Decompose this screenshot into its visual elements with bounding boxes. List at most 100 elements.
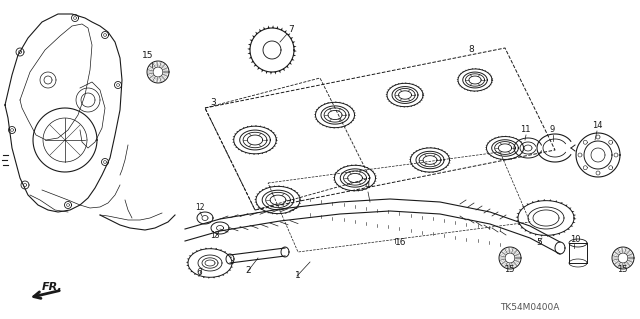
Polygon shape [491,76,492,77]
Polygon shape [365,189,367,190]
Polygon shape [460,73,461,74]
Polygon shape [314,114,316,115]
Polygon shape [232,139,234,140]
Polygon shape [326,126,328,128]
Polygon shape [465,70,467,71]
Polygon shape [264,27,266,30]
Polygon shape [415,150,417,152]
Polygon shape [517,156,518,157]
Polygon shape [573,222,575,223]
Polygon shape [275,135,276,136]
Polygon shape [570,225,573,226]
Polygon shape [543,199,546,201]
Polygon shape [413,105,415,106]
Polygon shape [507,159,509,160]
Polygon shape [236,131,239,132]
Polygon shape [492,78,493,79]
Polygon shape [224,251,226,253]
Polygon shape [270,130,272,131]
Polygon shape [299,203,301,204]
Text: 2: 2 [245,266,251,275]
Polygon shape [395,84,396,85]
Polygon shape [522,152,524,153]
Polygon shape [331,101,333,103]
Polygon shape [286,66,289,68]
Polygon shape [250,40,253,41]
Polygon shape [514,158,515,159]
Polygon shape [374,181,377,182]
Polygon shape [516,220,518,222]
Polygon shape [426,147,428,148]
Polygon shape [385,94,387,95]
Polygon shape [394,104,395,105]
Polygon shape [371,185,373,186]
Polygon shape [208,277,210,279]
Polygon shape [538,200,540,202]
Polygon shape [238,149,240,150]
Polygon shape [198,275,200,277]
Polygon shape [259,29,261,32]
Polygon shape [257,67,260,70]
Polygon shape [359,165,361,166]
Polygon shape [493,157,495,158]
Polygon shape [486,88,488,89]
Polygon shape [480,90,481,91]
Polygon shape [255,125,257,126]
Polygon shape [333,174,335,175]
Polygon shape [280,213,282,215]
Polygon shape [257,153,259,155]
Polygon shape [424,172,426,173]
Polygon shape [449,158,451,159]
Polygon shape [407,107,408,108]
Polygon shape [413,152,415,153]
Polygon shape [484,70,486,71]
Polygon shape [535,234,538,236]
Polygon shape [464,89,465,90]
Polygon shape [417,169,419,171]
Polygon shape [333,179,335,181]
Polygon shape [291,58,294,61]
Polygon shape [352,120,354,121]
Polygon shape [489,74,491,75]
Polygon shape [259,125,261,127]
Polygon shape [249,153,251,155]
Polygon shape [263,126,265,128]
Polygon shape [446,153,448,154]
Polygon shape [560,202,563,204]
Polygon shape [351,108,353,109]
Polygon shape [259,191,261,192]
Polygon shape [186,265,189,266]
Polygon shape [520,227,524,228]
Polygon shape [488,153,490,154]
Polygon shape [398,83,399,84]
Polygon shape [210,247,212,249]
Polygon shape [253,154,255,155]
Polygon shape [264,211,266,212]
Polygon shape [418,86,419,87]
Polygon shape [335,172,337,173]
Polygon shape [251,61,253,63]
Polygon shape [346,104,348,105]
Polygon shape [319,123,321,124]
Polygon shape [333,177,335,178]
Polygon shape [516,213,519,214]
Polygon shape [374,173,376,174]
Polygon shape [520,142,522,143]
Polygon shape [492,82,493,83]
Polygon shape [334,182,336,183]
Polygon shape [234,134,236,135]
Polygon shape [353,191,355,192]
Polygon shape [349,106,351,107]
Polygon shape [547,235,549,237]
Polygon shape [215,248,217,249]
Polygon shape [248,44,251,46]
Polygon shape [212,277,215,278]
Polygon shape [355,115,356,116]
Polygon shape [192,253,195,254]
Polygon shape [501,136,503,137]
Text: 8: 8 [468,45,474,54]
Text: TK54M0400A: TK54M0400A [500,303,560,312]
Polygon shape [386,96,387,97]
Polygon shape [273,132,275,133]
Polygon shape [441,149,442,151]
